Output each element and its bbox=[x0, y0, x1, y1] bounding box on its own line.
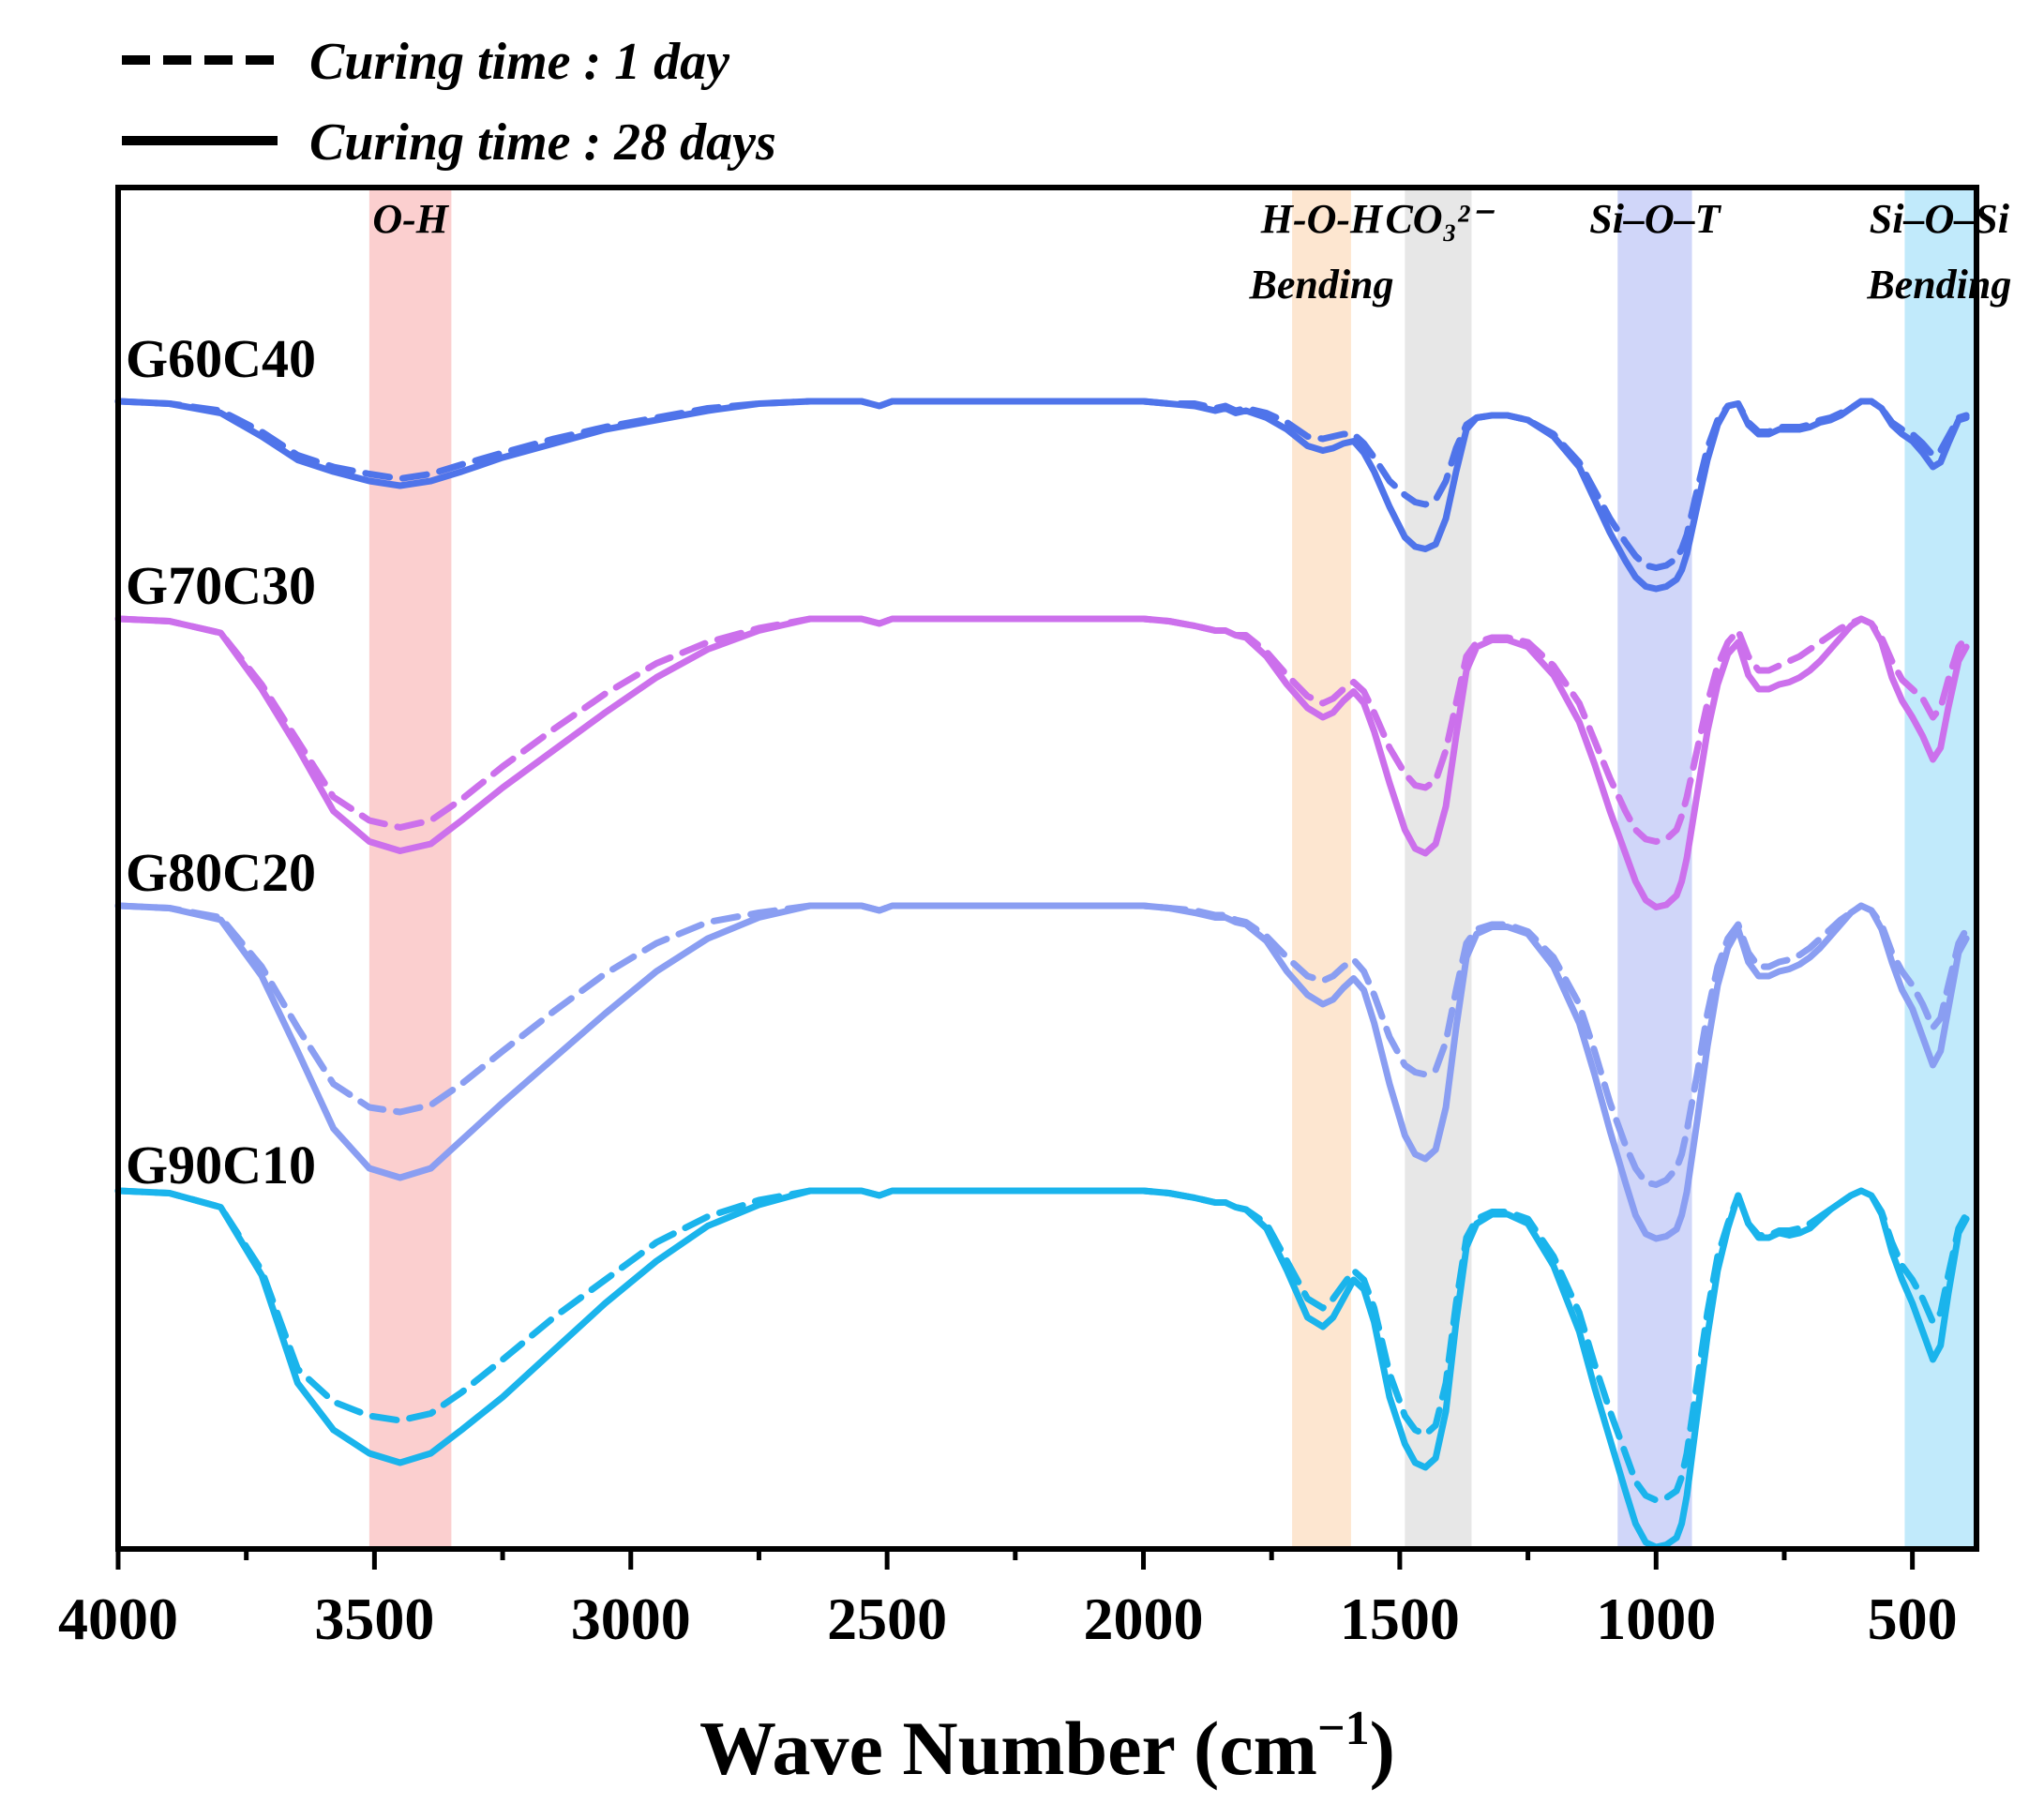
x-tick-label-1: 3500 bbox=[314, 1586, 434, 1652]
x-tick-label-2: 3000 bbox=[571, 1586, 691, 1652]
band-2 bbox=[1405, 188, 1472, 1549]
band-1 bbox=[1292, 188, 1351, 1549]
band-label-4: Si–O–Si bbox=[1870, 196, 2010, 242]
x-tick-label-3: 2500 bbox=[827, 1586, 947, 1652]
spectrum-g60c40-solid bbox=[114, 398, 1970, 593]
band-label-1: H-O-H bbox=[1260, 196, 1384, 242]
legend: Curing time : 1 day Curing time : 28 day… bbox=[122, 33, 776, 172]
band-label-0: O-H bbox=[372, 196, 449, 242]
band-label-2: CO₃²⁻ bbox=[1385, 196, 1495, 242]
band-label2-4: Bending bbox=[1866, 262, 2011, 308]
spectrum-g90c10-solid bbox=[114, 1187, 1970, 1551]
spectrum-g80c20-dashed bbox=[114, 902, 1970, 1188]
x-axis-title-close: ) bbox=[1370, 1706, 1395, 1791]
spectrum-g80c20-solid bbox=[114, 902, 1970, 1242]
x-tick-label-6: 1000 bbox=[1596, 1586, 1716, 1652]
x-tick-label-7: 500 bbox=[1868, 1586, 1958, 1652]
band-label2-1: Bending bbox=[1248, 262, 1393, 308]
x-tick-label-5: 1500 bbox=[1340, 1586, 1460, 1652]
band-labels: O-H H-O-H Bending CO₃²⁻ Si–O–T Si–O–Si Bending bbox=[372, 196, 2011, 308]
spectrum-g70c30-solid bbox=[114, 615, 1970, 910]
legend-label-28-days: Curing time : 28 days bbox=[309, 113, 776, 172]
series-label-g70c30: G70C30 bbox=[126, 555, 316, 616]
series-labels: G60C40 G70C30 G80C20 G90C10 bbox=[126, 328, 316, 1195]
series-label-g80c20: G80C20 bbox=[126, 842, 316, 903]
series-label-g60c40: G60C40 bbox=[126, 328, 316, 389]
x-tick-label-0: 4000 bbox=[58, 1586, 178, 1652]
plot-frame bbox=[115, 185, 1979, 1552]
x-axis-title-unit-sup: −1 bbox=[1317, 1702, 1370, 1755]
legend-label-1-day: Curing time : 1 day bbox=[309, 33, 730, 91]
x-tick-label-4: 2000 bbox=[1084, 1586, 1204, 1652]
series-label-g90c10: G90C10 bbox=[126, 1135, 316, 1195]
absorption-bands bbox=[368, 188, 1975, 1549]
band-label-3: Si–O–T bbox=[1589, 196, 1721, 242]
band-0 bbox=[368, 188, 452, 1549]
x-axis-title-main: Wave Number (cm bbox=[699, 1706, 1317, 1791]
x-axis-ticks: 4000 3500 3000 2500 2000 1500 1000 500 bbox=[58, 1549, 1958, 1652]
spectra-curves bbox=[114, 398, 1970, 1551]
x-axis-title: Wave Number (cm−1) bbox=[699, 1702, 1395, 1791]
